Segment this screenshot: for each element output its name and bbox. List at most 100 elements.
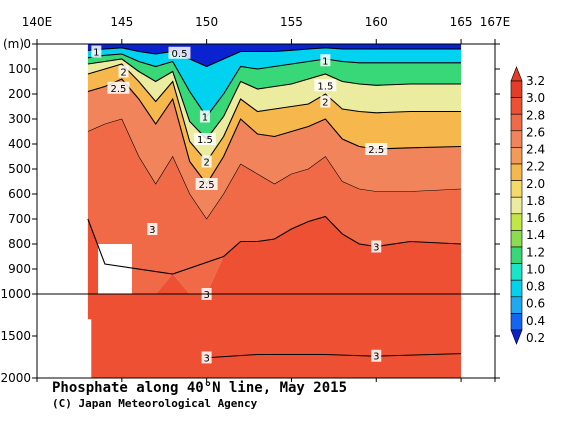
contour-d1 — [87, 53, 462, 118]
y-axis-unit: (m) — [3, 37, 24, 51]
colorbar-label: 2.8 — [526, 108, 545, 122]
contour-deep-3 — [206, 353, 462, 359]
colorbar-swatch — [510, 130, 523, 148]
colorbar-swatch — [510, 113, 523, 132]
contour-label: 2 — [120, 68, 126, 79]
contour-label: 2.5 — [199, 180, 215, 191]
contour-labels: 1 0.5 1 2 2.5 1.5 2 1 1.5 2 2.5 2.5 3 3 3 3 3 — [91, 45, 388, 364]
x-tick-label: 150 — [195, 15, 218, 29]
contour-label-bg — [371, 240, 382, 253]
colorbar-swatch — [510, 263, 523, 281]
chart-title: Phosphate along 40°N line, May 2015 — [52, 380, 347, 396]
upper-section-field — [37, 44, 495, 294]
contour-label: 1 — [322, 56, 328, 67]
colorbar-swatch — [510, 180, 523, 198]
contour-label-bg — [371, 349, 382, 362]
contour-label: 2.5 — [368, 145, 384, 156]
contour-label-bg — [193, 133, 216, 145]
colorbar-max-triangle — [510, 66, 523, 82]
contour-label: 3 — [149, 225, 155, 236]
colorbar: 3.2 3.0 2.8 2.6 2.4 2.2 2.0 1.8 1.6 1.4 1.2 1.0 0.8 0… — [510, 66, 545, 345]
y-tick-label: 100 — [8, 62, 31, 76]
contour-label: 1.5 — [317, 81, 333, 92]
colorbar-label: 1.2 — [526, 245, 545, 259]
contour-label-bg — [147, 223, 158, 235]
band-d1 — [87, 54, 462, 139]
contour-d1.5 — [87, 58, 462, 140]
no-data-west — [37, 176, 78, 294]
colorbar-label: 0.8 — [526, 280, 545, 294]
contour-label: 1 — [93, 48, 99, 59]
colorbar-min-triangle — [510, 329, 523, 345]
contour-label-bg — [91, 45, 102, 58]
contour-label: 3 — [203, 353, 209, 364]
no-data-east-deep — [461, 294, 495, 378]
colorbar-swatch — [510, 279, 523, 298]
x-axis: 140E 145 150 155 160 165 167E — [22, 15, 511, 382]
y-tick-label: 2000 — [0, 371, 31, 385]
band-d2 — [87, 64, 462, 184]
no-data-west-deep — [37, 294, 92, 378]
colorbar-swatch — [510, 246, 523, 264]
contour-d0.5 — [87, 47, 462, 68]
lower-fill — [87, 294, 462, 378]
colorbar-label: 3.0 — [526, 91, 545, 105]
colorbar-label: 1.6 — [526, 211, 545, 225]
colorbar-swatch — [510, 213, 523, 231]
x-tick-label: 165 — [450, 15, 473, 29]
contour-label-bg — [320, 54, 331, 67]
contour-label: 2 — [322, 98, 328, 109]
colorbar-label: 0.4 — [526, 314, 545, 328]
band-d2.8 — [87, 119, 462, 294]
colorbar-label: 2.2 — [526, 160, 545, 174]
y-tick-label: 700 — [8, 212, 31, 226]
y-tick-label: 1500 — [0, 329, 31, 343]
colorbar-swatch — [510, 163, 523, 181]
contour-lines — [87, 47, 462, 359]
contour-label-bg — [201, 155, 212, 168]
contour-label-bg — [107, 81, 130, 94]
contour-label-bg — [320, 95, 331, 108]
colorbar-label: 1.8 — [526, 194, 545, 208]
colorbar-label: 1.0 — [526, 262, 545, 276]
lower-section-field — [37, 294, 495, 378]
colorbar-swatch — [510, 313, 523, 331]
colorbar-swatch — [510, 97, 523, 115]
contour-label-bg — [118, 65, 129, 78]
band-deep — [87, 216, 462, 294]
colorbar-label: 0.2 — [526, 331, 545, 345]
contour-label: 1.5 — [197, 135, 213, 146]
x-tick-label: 155 — [280, 15, 303, 29]
colorbar-swatch — [510, 296, 523, 314]
contour-label-bg — [365, 143, 388, 155]
contour-label: 0.5 — [172, 49, 188, 60]
contour-d2.8 — [87, 118, 462, 220]
colorbar-swatch — [510, 230, 523, 248]
y-tick-label: 200 — [8, 87, 31, 101]
contour-label-bg — [168, 46, 191, 59]
contour-label-bg — [314, 79, 337, 92]
contour-label: 2.5 — [110, 84, 126, 95]
colorbar-label: 1.4 — [526, 228, 545, 242]
contour-label: 1 — [202, 113, 208, 124]
y-tick-label: 0 — [23, 37, 31, 51]
colorbar-label: 2.4 — [526, 143, 545, 157]
colorbar-swatch — [510, 80, 523, 98]
credit-text: (C) Japan Meteorological Agency — [52, 397, 258, 410]
colorbar-label: 2.0 — [526, 177, 545, 191]
colorbar-swatch — [510, 196, 523, 215]
colorbar-swatch — [510, 147, 523, 165]
band-d2.5 — [87, 79, 462, 219]
y-tick-label: 800 — [8, 237, 31, 251]
x-tick-label: 145 — [110, 15, 133, 29]
contour-label-bg — [199, 110, 210, 123]
y-tick-label: 900 — [8, 262, 31, 276]
contour-d2 — [87, 63, 462, 163]
contour-label-bg — [201, 351, 212, 364]
colorbar-label: 2.6 — [526, 125, 545, 139]
y-tick-label: 300 — [8, 112, 31, 126]
y-tick-label: 400 — [8, 137, 31, 151]
y-tick-label: 500 — [8, 162, 31, 176]
contour-label: 2 — [203, 158, 209, 169]
x-tick-label: 167E — [480, 15, 511, 29]
